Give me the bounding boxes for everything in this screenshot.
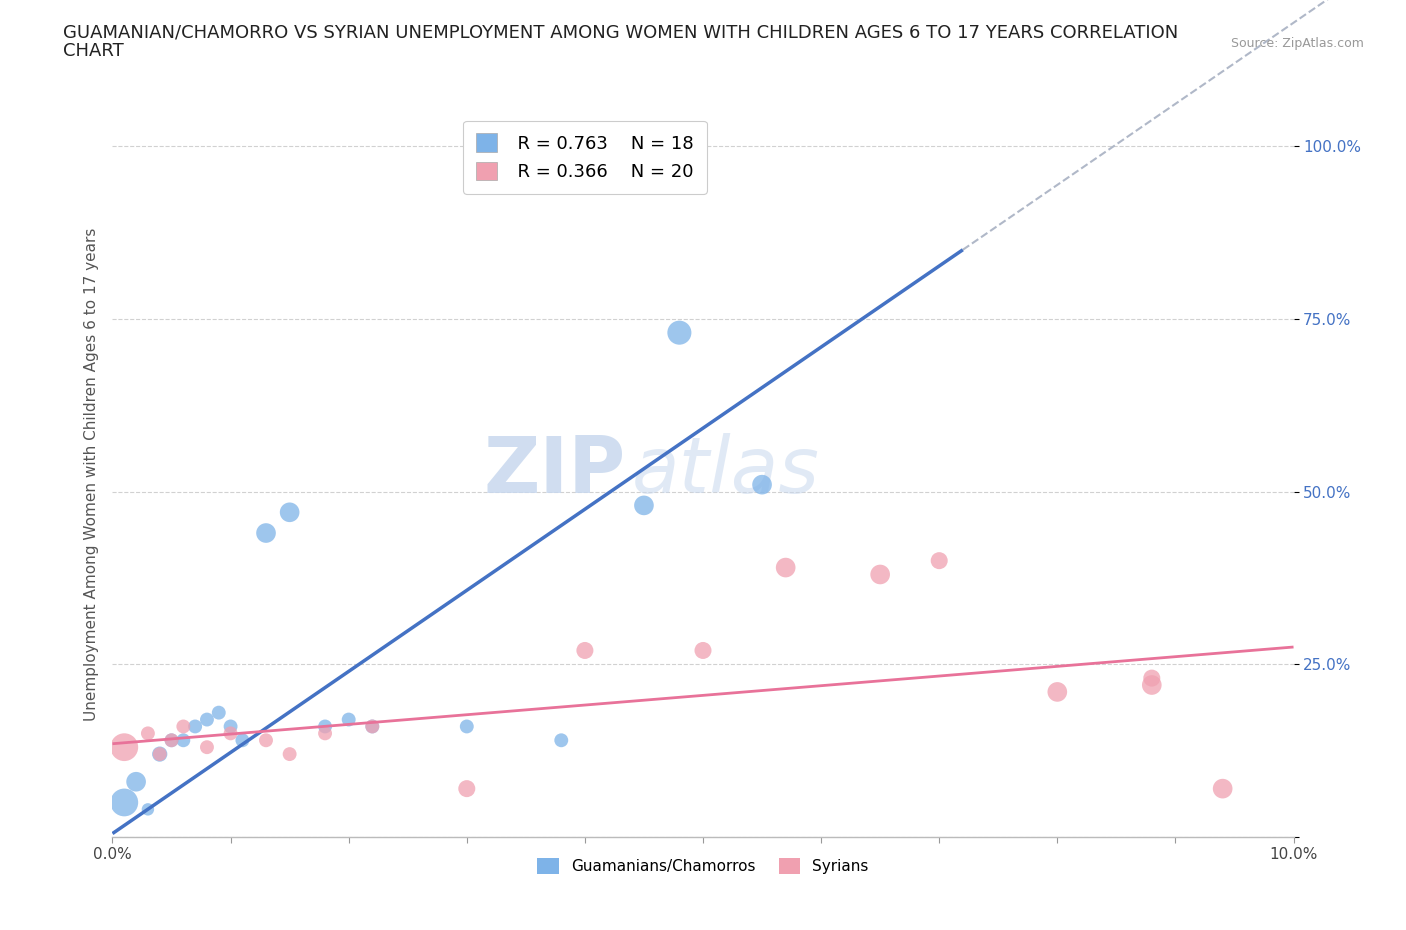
Point [692,643,714,658]
Point [149,747,172,762]
Point [314,726,336,741]
Point [361,719,384,734]
Point [314,719,336,734]
Text: atlas: atlas [633,432,820,509]
Point [1140,671,1163,685]
Point [136,726,159,741]
Point [172,733,194,748]
Point [112,739,135,754]
Point [1212,781,1234,796]
Point [278,505,301,520]
Point [149,747,172,762]
Point [751,477,773,492]
Point [172,719,194,734]
Point [184,719,207,734]
Point [195,739,218,754]
Point [208,705,231,720]
Point [550,733,572,748]
Point [125,775,148,790]
Point [1140,678,1163,693]
Point [775,560,797,575]
Point [231,733,253,748]
Text: Source: ZipAtlas.com: Source: ZipAtlas.com [1230,37,1364,50]
Point [160,733,183,748]
Point [219,719,242,734]
Point [574,643,596,658]
Point [928,553,950,568]
Point [160,733,183,748]
Legend: Guamanians/Chamorros, Syrians: Guamanians/Chamorros, Syrians [531,852,875,880]
Y-axis label: Unemployment Among Women with Children Ages 6 to 17 years: Unemployment Among Women with Children A… [83,228,98,721]
Point [633,498,655,512]
Point [869,567,891,582]
Text: CHART: CHART [63,42,124,60]
Point [195,712,218,727]
Point [456,781,478,796]
Text: ZIP: ZIP [484,432,626,509]
Point [1046,684,1069,699]
Point [219,726,242,741]
Text: GUAMANIAN/CHAMORRO VS SYRIAN UNEMPLOYMENT AMONG WOMEN WITH CHILDREN AGES 6 TO 17: GUAMANIAN/CHAMORRO VS SYRIAN UNEMPLOYMEN… [63,23,1178,41]
Point [456,719,478,734]
Point [337,712,360,727]
Point [668,326,690,340]
Point [112,795,135,810]
Point [136,802,159,817]
Point [278,747,301,762]
Point [361,719,384,734]
Point [254,733,277,748]
Point [254,525,277,540]
